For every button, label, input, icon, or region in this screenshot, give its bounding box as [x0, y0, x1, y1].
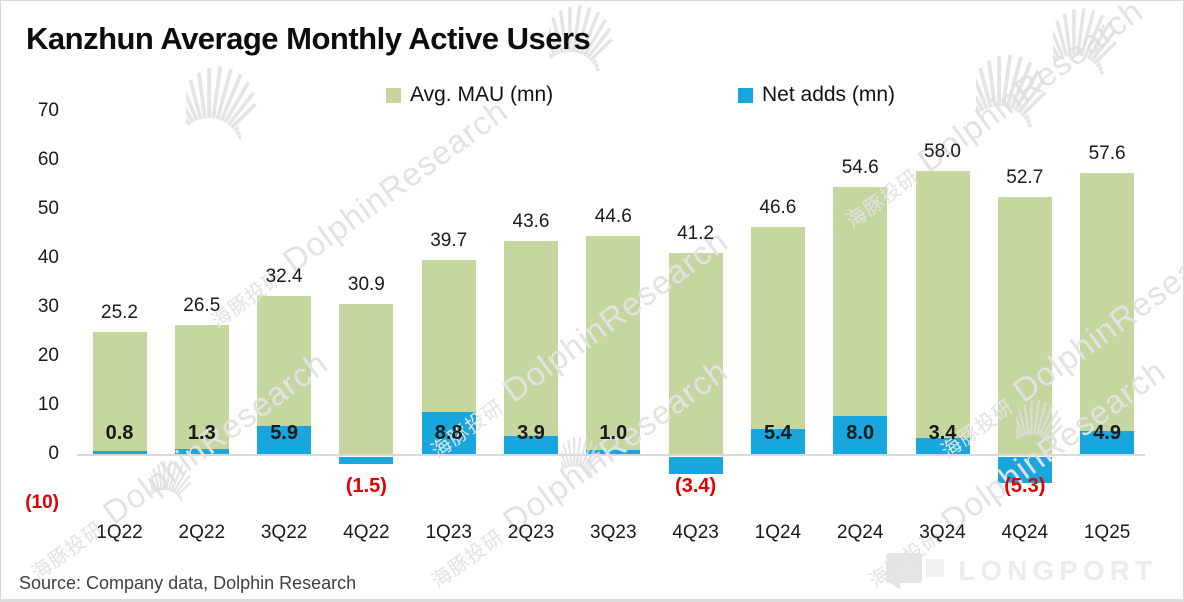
net-adds-value-label: (3.4)	[675, 475, 717, 497]
y-axis-tick: 0	[48, 443, 59, 464]
mau-legend-label: Avg. MAU (mn)	[410, 83, 554, 106]
x-axis-tick: 4Q23	[672, 522, 719, 543]
mau-value-label: 58.0	[924, 140, 961, 162]
net-adds-value-label: 5.4	[763, 422, 792, 444]
x-axis-tick: 3Q22	[260, 522, 308, 543]
x-axis-tick: 2Q22	[178, 522, 226, 543]
mau-legend-swatch	[386, 87, 401, 103]
mau-bar	[1080, 172, 1135, 455]
net-adds-bar	[174, 448, 229, 455]
x-axis-tick: 4Q24	[1001, 522, 1049, 543]
net-adds-bar	[339, 457, 394, 465]
net-adds-value-label: 3.9	[517, 422, 545, 444]
net-adds-bar	[997, 457, 1052, 483]
net-adds-value-label: 0.8	[105, 422, 134, 444]
mau-value-label: 26.5	[183, 295, 221, 317]
mau-bar	[668, 253, 723, 455]
x-axis-tick: 2Q24	[836, 522, 884, 543]
net-adds-bar	[421, 411, 476, 455]
net-adds-value-label: 8.0	[846, 422, 875, 444]
mau-bar	[174, 325, 229, 455]
net-adds-legend-label: Net adds (mn)	[762, 83, 896, 106]
net-adds-bar	[257, 426, 312, 455]
mau-value-label: 44.6	[594, 206, 632, 228]
mau-value-label: 39.7	[430, 230, 468, 252]
longport-watermark: LONGPORT	[886, 553, 1157, 589]
net-adds-bar	[92, 451, 147, 455]
net-adds-bar	[750, 428, 805, 455]
mau-value-label: 54.6	[841, 157, 879, 179]
net-adds-legend-swatch	[738, 87, 753, 103]
y-axis-tick-negative: (10)	[25, 492, 59, 513]
net-adds-value-label: 1.3	[187, 422, 216, 444]
net-adds-bar	[1080, 430, 1135, 455]
x-axis-tick: 1Q25	[1083, 522, 1131, 543]
x-axis-tick: 2Q23	[507, 522, 555, 543]
source-note: Source: Company data, Dolphin Research	[19, 573, 357, 593]
mau-bar	[833, 187, 888, 455]
x-axis-tick: 1Q23	[425, 522, 472, 543]
net-adds-value-label: 4.9	[1093, 422, 1121, 444]
mau-value-label: 32.4	[265, 266, 303, 288]
mau-bar	[750, 226, 805, 455]
mau-value-label: 52.7	[1006, 166, 1044, 188]
x-axis-tick: 3Q23	[590, 522, 637, 543]
net-adds-bar	[504, 435, 558, 455]
y-axis-tick: 40	[37, 247, 59, 268]
mau-value-label: 46.6	[759, 196, 797, 218]
mau-bar	[339, 303, 394, 455]
longport-logo-text: LONGPORT	[958, 555, 1157, 586]
legend-item-avg-mau: Avg. MAU (mn)	[386, 83, 553, 107]
dolphin-fan-watermark-icon	[967, 41, 1081, 151]
net-adds-value-label: (5.3)	[1004, 475, 1046, 497]
y-axis-tick: 30	[37, 296, 59, 317]
mau-bar	[586, 236, 641, 455]
net-adds-value-label: (1.5)	[345, 475, 387, 497]
net-adds-value-label: 5.9	[270, 422, 298, 444]
x-axis-tick: 1Q24	[754, 522, 802, 543]
net-adds-value-label: 8.8	[434, 422, 463, 444]
y-axis-tick: 20	[37, 345, 59, 366]
net-adds-bar	[586, 450, 641, 455]
net-adds-value-label: 1.0	[599, 422, 628, 444]
longport-logo-icon	[886, 553, 945, 589]
net-adds-bar	[668, 457, 723, 474]
y-axis-tick: 10	[37, 394, 59, 415]
dolphin-fan-watermark-icon	[177, 53, 291, 163]
mau-value-label: 43.6	[512, 211, 550, 233]
mau-bar	[997, 196, 1052, 455]
net-adds-bar	[833, 415, 888, 455]
y-axis-tick: 70	[37, 100, 59, 121]
x-axis-zero-line	[77, 454, 1145, 456]
dolphin-fan-watermark-icon	[146, 453, 211, 518]
y-axis-tick: 60	[37, 149, 59, 170]
mau-bar	[915, 170, 970, 455]
y-axis-tick: 50	[37, 198, 59, 219]
mau-value-label: 30.9	[347, 273, 385, 295]
dolphin-fan-watermark-icon	[1045, 1, 1148, 96]
mau-value-label: 25.2	[101, 301, 138, 323]
chart-title: Kanzhun Average Monthly Active Users	[26, 21, 591, 56]
x-axis-tick: 4Q22	[343, 522, 390, 543]
mau-bar	[92, 331, 147, 455]
net-adds-value-label: 3.4	[928, 422, 957, 444]
x-axis-tick: 1Q22	[96, 522, 143, 543]
legend-item-net-adds: Net adds (mn)	[738, 83, 895, 107]
x-axis-tick: 3Q24	[919, 522, 966, 543]
mau-bar	[504, 241, 558, 455]
net-adds-bar	[915, 438, 970, 455]
mau-value-label: 57.6	[1088, 142, 1126, 164]
mau-value-label: 41.2	[677, 223, 715, 245]
